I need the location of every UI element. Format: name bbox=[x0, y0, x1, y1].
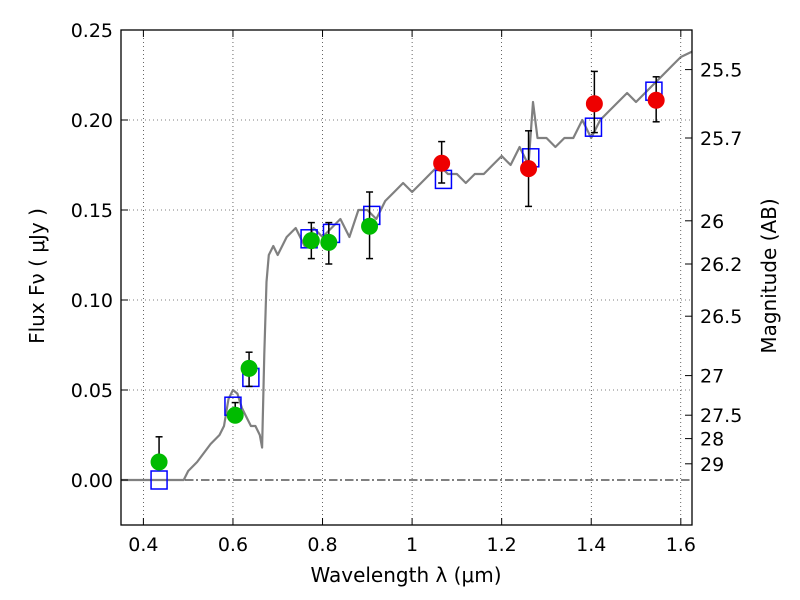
red-data-point bbox=[433, 154, 451, 172]
green-data-point bbox=[240, 359, 258, 377]
x-tick-label: 1.2 bbox=[487, 534, 517, 556]
x-tick-label: 1.4 bbox=[576, 534, 606, 556]
magnitude-tick-label: 29 bbox=[700, 454, 724, 476]
y-tick-label: 0.20 bbox=[71, 110, 113, 132]
model-box bbox=[584, 117, 603, 137]
data-points bbox=[150, 91, 665, 471]
magnitude-tick-label: 25.5 bbox=[700, 60, 742, 82]
x-axis-label: Wavelength λ (μm) bbox=[310, 563, 501, 587]
magnitude-tick-label: 26.2 bbox=[700, 254, 742, 276]
spectrum-line bbox=[121, 50, 693, 482]
red-data-point bbox=[647, 91, 665, 109]
x-tick-label: 0.8 bbox=[307, 534, 337, 556]
red-data-point bbox=[585, 95, 603, 113]
green-data-point bbox=[150, 453, 168, 471]
red-data-point bbox=[520, 160, 538, 178]
magnitude-tick-labels: 25.5 25.7 26 26.2 26.5 27 27.528 29 bbox=[700, 60, 742, 476]
error-bars bbox=[155, 70, 660, 463]
magnitude-tick-label: 26 bbox=[700, 211, 724, 233]
magnitude-tick-label: 26.5 bbox=[700, 306, 742, 328]
x-tick-label: 1 bbox=[406, 534, 418, 556]
green-data-point bbox=[361, 217, 379, 235]
magnitude-tick-label: 27 bbox=[700, 366, 724, 388]
plot-frame bbox=[120, 29, 693, 526]
y-tick-label: 0.10 bbox=[71, 290, 113, 312]
x-tick-labels: 0.4 0.6 0.8 1 1.2 1.4 1.6 bbox=[128, 534, 696, 556]
y-tick-label: 0.25 bbox=[71, 20, 113, 42]
y-axis-label-left: Flux Fν ( μJy ) bbox=[25, 208, 49, 344]
y-tick-labels: 0.00 0.05 0.10 0.15 0.20 0.25 bbox=[71, 20, 113, 492]
green-data-point bbox=[320, 233, 338, 251]
magnitude-tick-label: 25.7 bbox=[700, 128, 742, 150]
x-tick-label: 1.6 bbox=[666, 534, 696, 556]
y-axis-label-right: Magnitude (AB) bbox=[757, 198, 781, 353]
grid-lines bbox=[121, 29, 692, 525]
model-box bbox=[150, 470, 168, 490]
y-tick-label: 0.00 bbox=[71, 470, 113, 492]
y-tick-label: 0.15 bbox=[71, 200, 113, 222]
magnitude-tick-label: 27.5 bbox=[700, 405, 742, 427]
x-tick-label: 0.4 bbox=[128, 534, 158, 556]
axis-ticks bbox=[121, 29, 692, 525]
green-data-point bbox=[226, 406, 244, 424]
y-tick-label: 0.05 bbox=[71, 380, 113, 402]
spectrum bbox=[121, 50, 693, 482]
magnitude-tick-label: 28 bbox=[700, 429, 724, 451]
x-tick-label: 0.6 bbox=[218, 534, 248, 556]
green-data-point bbox=[302, 232, 320, 250]
